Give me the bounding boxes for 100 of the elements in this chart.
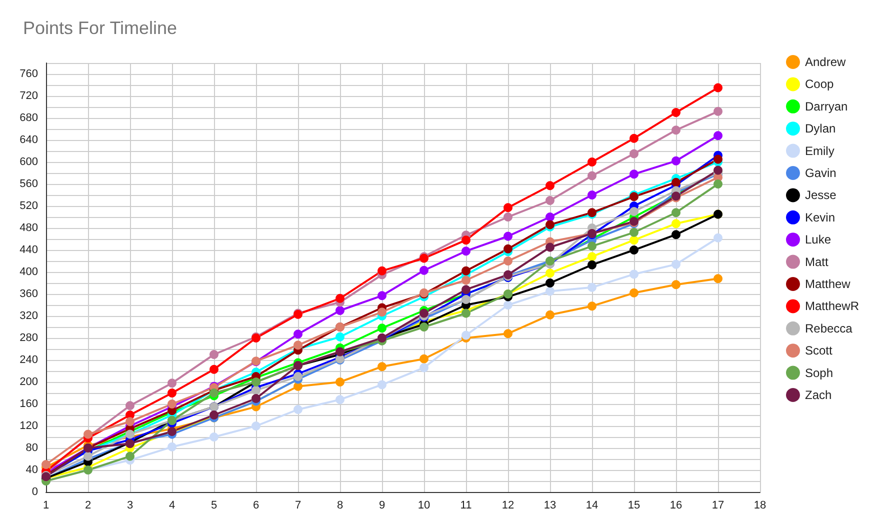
legend-label: Rebecca	[804, 321, 853, 336]
point	[294, 405, 302, 414]
point	[546, 310, 554, 320]
x-tick-label: 6	[252, 500, 260, 512]
y-tick-label: 600	[20, 156, 38, 168]
point	[168, 442, 176, 452]
point	[504, 329, 512, 338]
point	[336, 395, 344, 404]
legend-label: MatthewR	[804, 299, 860, 314]
x-tick-label: 2	[84, 500, 92, 512]
y-tick-label: 40	[26, 464, 38, 476]
point	[294, 372, 302, 381]
x-tick-label: 9	[378, 500, 386, 512]
y-tick-label: 280	[20, 332, 38, 344]
x-tick-label: 1	[42, 500, 50, 512]
point	[672, 280, 680, 290]
point	[378, 308, 386, 317]
point	[126, 452, 134, 461]
point	[336, 332, 344, 342]
legend-label: Luke	[804, 232, 832, 247]
point	[672, 219, 680, 228]
x-tick-label: 18	[754, 500, 766, 512]
x-tick-label: 10	[418, 500, 430, 512]
point	[378, 291, 386, 300]
point	[672, 178, 680, 187]
point	[84, 452, 92, 461]
legend-label: Zach	[804, 388, 832, 402]
point	[672, 156, 680, 166]
point	[462, 308, 470, 318]
point	[672, 108, 680, 117]
x-tick-label: 17	[712, 500, 724, 512]
point	[420, 363, 428, 372]
legend-label: Darryan	[804, 99, 848, 114]
point	[588, 158, 596, 166]
y-tick-label: 120	[20, 420, 38, 432]
point	[462, 330, 470, 340]
point	[378, 380, 386, 390]
point	[462, 236, 470, 245]
point	[672, 208, 680, 218]
point	[210, 364, 218, 374]
point	[546, 286, 554, 296]
legend-label: Scott	[804, 344, 833, 358]
y-tick-label: 0	[32, 486, 38, 498]
y-tick-label: 160	[20, 398, 38, 410]
point	[546, 278, 554, 288]
x-tick-label: 4	[168, 500, 176, 512]
point	[630, 207, 638, 216]
point	[672, 126, 680, 135]
point	[294, 382, 302, 391]
point	[714, 274, 722, 284]
point	[378, 362, 386, 372]
point	[168, 400, 176, 408]
point	[462, 285, 470, 294]
point	[168, 378, 176, 388]
point	[126, 401, 134, 410]
y-tick-label: 440	[20, 244, 38, 256]
point	[546, 212, 554, 222]
point	[714, 106, 722, 116]
point	[210, 432, 218, 442]
chart-title: Points For Timeline	[23, 18, 178, 38]
point	[420, 266, 428, 275]
x-tick-label: 12	[502, 500, 514, 512]
point	[462, 246, 470, 256]
point	[462, 266, 470, 276]
point	[588, 282, 596, 292]
point	[504, 300, 512, 310]
x-tick-label: 15	[628, 500, 640, 512]
point	[168, 388, 176, 398]
point	[714, 154, 722, 164]
point	[252, 386, 260, 395]
y-tick-label: 520	[20, 200, 38, 212]
x-tick-label: 7	[294, 500, 302, 512]
point	[336, 294, 344, 303]
point	[546, 196, 554, 205]
point	[714, 131, 722, 140]
y-tick-label: 680	[20, 112, 38, 124]
y-tick-label: 720	[20, 90, 38, 102]
point	[714, 233, 722, 242]
point	[462, 276, 470, 285]
y-tick-label: 760	[20, 68, 38, 80]
point	[210, 350, 218, 359]
legend-label: Jesse	[804, 188, 837, 202]
legend-label: Dylan	[804, 122, 836, 136]
legend-label: Matt	[804, 254, 829, 269]
point	[588, 260, 596, 270]
point	[420, 354, 428, 364]
point	[252, 422, 260, 430]
point	[294, 340, 302, 350]
x-tick-label: 8	[336, 500, 344, 512]
y-tick-label: 200	[20, 376, 38, 388]
point	[420, 322, 428, 332]
legend-label: Andrew	[804, 55, 846, 69]
point	[588, 190, 596, 200]
legend-label: Gavin	[804, 166, 836, 180]
point	[504, 244, 512, 254]
y-tick-label: 400	[20, 266, 38, 278]
point	[504, 232, 512, 241]
point	[714, 180, 722, 188]
x-tick-label: 11	[460, 500, 472, 512]
point	[714, 83, 722, 92]
